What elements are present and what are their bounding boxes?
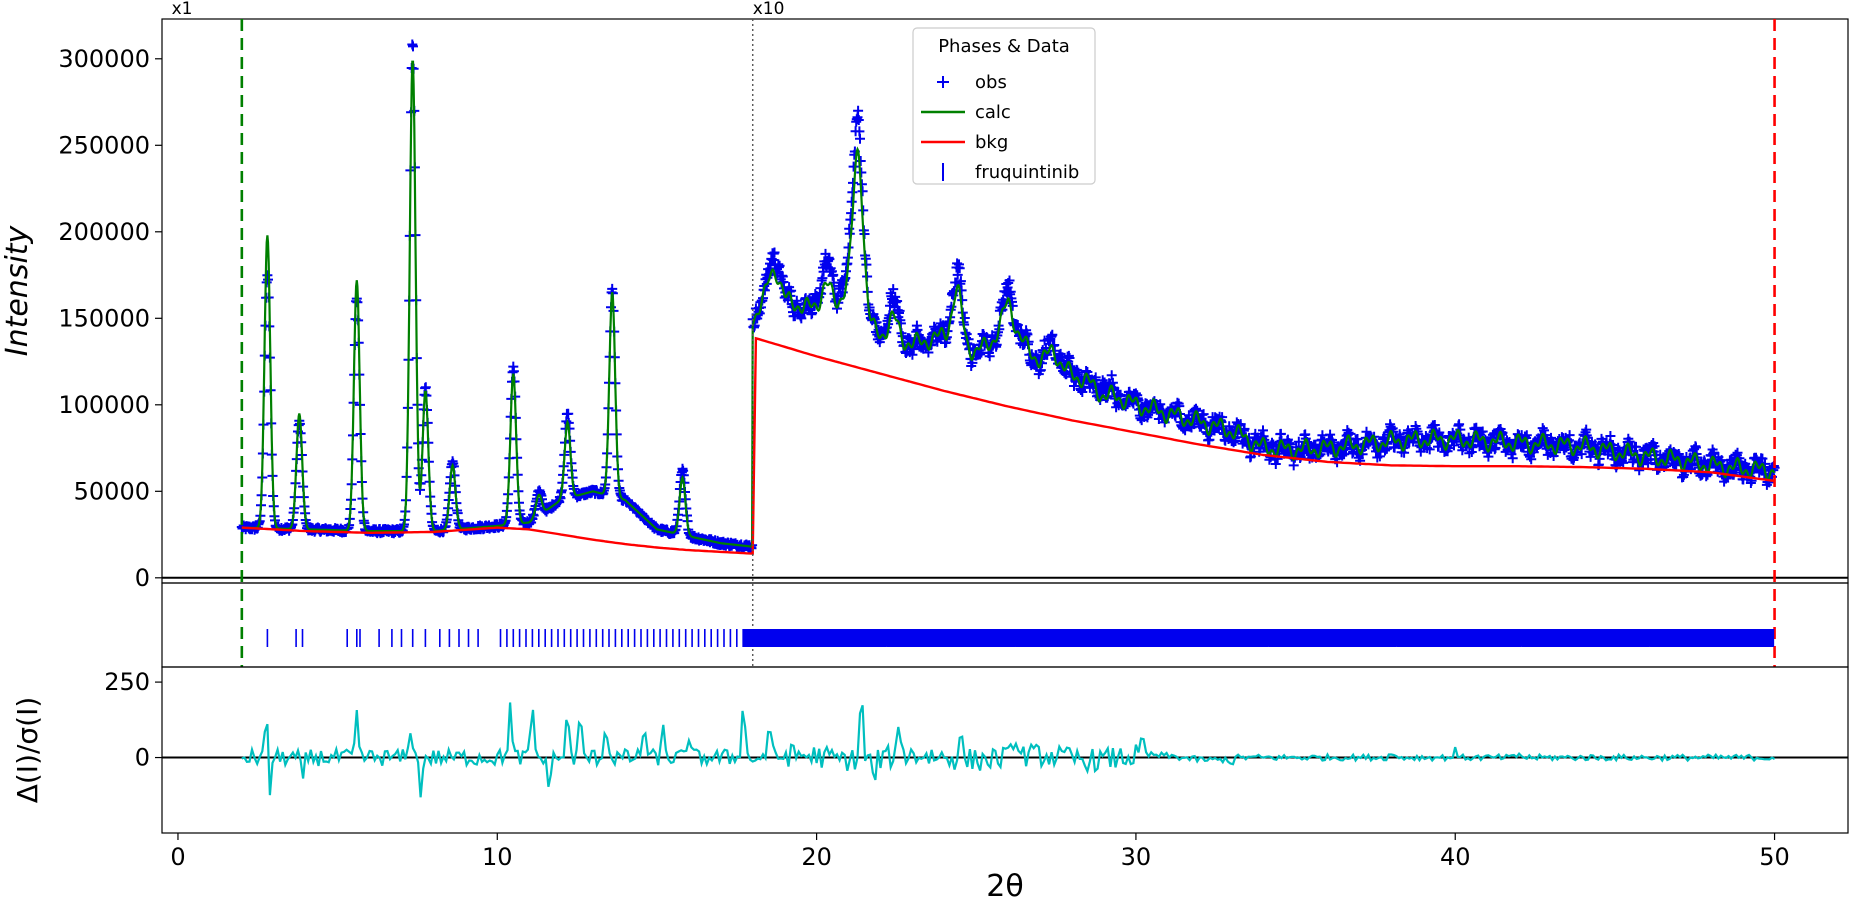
x-tick-label: 40	[1440, 843, 1471, 871]
x-axis-label: 2θ	[986, 869, 1023, 902]
y-axis-label: Intensity	[0, 224, 35, 356]
y-tick-label: 250000	[58, 131, 150, 159]
difference-panel: 0 250 Δ(I)/σ(I) 0 10 20 30 40 50 2θ	[11, 666, 1849, 904]
legend-marker-obs	[937, 76, 949, 88]
x-tick-label: 20	[801, 843, 832, 871]
bkg-series	[241, 336, 1775, 555]
legend-box	[912, 27, 1096, 185]
legend-label: calc	[975, 102, 1011, 123]
legend-label: obs	[975, 72, 1007, 93]
reflection-ticks-dense	[742, 629, 1775, 647]
reflection-ticks	[266, 629, 744, 647]
calc-series	[241, 60, 1776, 548]
y-tick-label: 0	[135, 744, 150, 772]
scale-label: x10	[753, 0, 785, 19]
legend-label: bkg	[975, 132, 1008, 153]
x-tick-label: 0	[170, 843, 185, 871]
x-tick-label: 10	[482, 843, 513, 871]
legend: Phases & Data obs calc bkg fruquintinib	[912, 27, 1096, 185]
legend-label: fruquintinib	[975, 162, 1079, 183]
difference-plot-frame	[161, 666, 1849, 834]
reflection-panel	[161, 582, 1849, 668]
difference-y-axis-label: Δ(I)/σ(I)	[11, 697, 44, 804]
main-panel: 0 50000 100000 150000 200000 250000 300000 Inte…	[0, 0, 1849, 667]
y-tick-label: 250	[104, 668, 150, 696]
y-tick-label: 150000	[58, 304, 150, 332]
y-tick-label: 100000	[58, 391, 150, 419]
scale-label: x1	[172, 0, 193, 19]
x-tick-label: 50	[1759, 843, 1790, 871]
reflection-plot-frame	[161, 582, 1849, 668]
legend-title: Phases & Data	[938, 36, 1070, 57]
y-tick-label: 300000	[58, 45, 150, 73]
y-tick-label: 0	[135, 564, 150, 592]
x-tick-label: 30	[1121, 843, 1152, 871]
y-tick-label: 50000	[74, 477, 150, 505]
difference-series	[241, 702, 1776, 798]
y-tick-label: 200000	[58, 218, 150, 246]
